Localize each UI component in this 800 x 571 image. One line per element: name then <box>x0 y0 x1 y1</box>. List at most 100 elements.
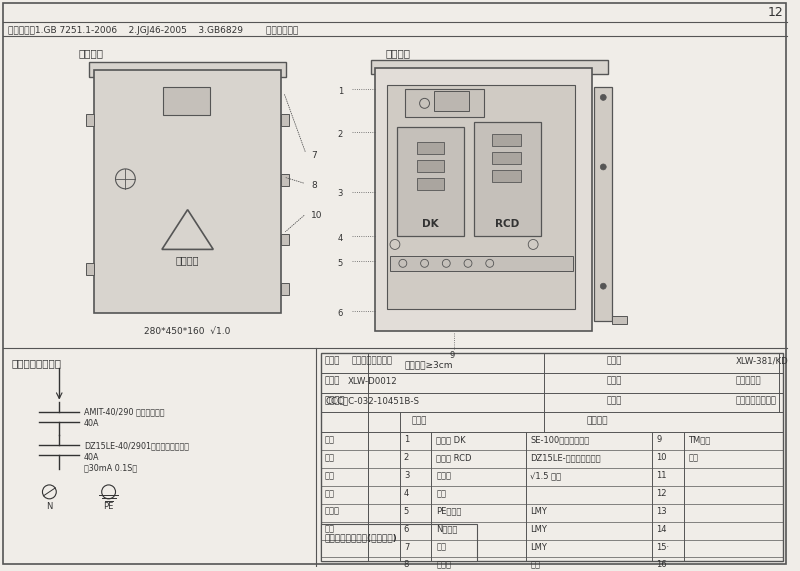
Text: 10: 10 <box>657 453 667 462</box>
Text: 序　号: 序 号 <box>412 416 427 425</box>
Text: 执行标准：1.GB 7251.1-2006    2.JGJ46-2005    3.GB6829        壳体颜色：黄: 执行标准：1.GB 7251.1-2006 2.JGJ46-2005 3.GB6… <box>8 26 298 35</box>
Text: LMY: LMY <box>530 507 547 516</box>
FancyBboxPatch shape <box>86 114 94 126</box>
Text: 日期: 日期 <box>325 525 335 534</box>
Text: 试验报告: 试验报告 <box>325 396 346 405</box>
Text: 7: 7 <box>311 151 317 160</box>
Text: N线端子: N线端子 <box>437 525 458 534</box>
Text: 图　号: 图 号 <box>325 377 340 385</box>
Circle shape <box>600 164 606 170</box>
Text: 主要配件: 主要配件 <box>586 416 608 425</box>
Text: 8: 8 <box>311 181 317 190</box>
FancyBboxPatch shape <box>492 170 522 182</box>
FancyBboxPatch shape <box>417 160 444 172</box>
FancyBboxPatch shape <box>282 174 290 186</box>
Text: 7: 7 <box>404 542 409 552</box>
Text: 压把锁: 压把锁 <box>437 560 451 569</box>
Text: 11: 11 <box>657 471 667 480</box>
Text: 3: 3 <box>338 189 343 198</box>
Text: 排耳: 排耳 <box>688 453 698 462</box>
Text: XLW-D0012: XLW-D0012 <box>347 377 397 385</box>
Text: LMY: LMY <box>530 525 547 534</box>
FancyBboxPatch shape <box>387 86 574 309</box>
Text: DZ15LE-透明系列漏电开: DZ15LE-透明系列漏电开 <box>530 453 601 462</box>
Text: 规　格: 规 格 <box>606 377 622 385</box>
Text: 防雨: 防雨 <box>530 560 540 569</box>
Text: DZ15LE-40/2901（透明漏电开关）: DZ15LE-40/2901（透明漏电开关） <box>84 441 189 450</box>
Text: 施工现场照明配电: 施工现场照明配电 <box>735 396 777 405</box>
FancyBboxPatch shape <box>417 142 444 154</box>
Text: 3: 3 <box>404 471 409 480</box>
Text: 4: 4 <box>404 489 409 498</box>
Text: 型　号: 型 号 <box>606 357 622 366</box>
FancyBboxPatch shape <box>390 256 573 271</box>
Text: 1: 1 <box>404 435 409 444</box>
Text: 15·: 15· <box>657 542 670 552</box>
FancyBboxPatch shape <box>89 62 286 77</box>
Text: 电器连接原理图：: 电器连接原理图： <box>12 357 62 368</box>
Text: 2: 2 <box>338 130 343 139</box>
FancyBboxPatch shape <box>94 70 282 313</box>
Text: 断路器 RCD: 断路器 RCD <box>437 453 472 462</box>
Text: SE-100系列透明开关: SE-100系列透明开关 <box>530 435 590 444</box>
Text: 9: 9 <box>657 435 662 444</box>
Text: 14: 14 <box>657 525 667 534</box>
FancyBboxPatch shape <box>163 87 210 115</box>
Text: 线夹: 线夹 <box>437 489 446 498</box>
Text: 制图: 制图 <box>325 453 335 462</box>
Circle shape <box>600 94 606 100</box>
Text: 6: 6 <box>404 525 409 534</box>
FancyBboxPatch shape <box>282 234 290 246</box>
Text: DK: DK <box>422 219 438 228</box>
Text: LMY: LMY <box>530 542 547 552</box>
Text: 照明开关箱: 照明开关箱 <box>735 377 761 385</box>
Circle shape <box>600 283 606 289</box>
Text: TM连接: TM连接 <box>688 435 710 444</box>
Text: （30mA 0.1S）: （30mA 0.1S） <box>84 463 137 472</box>
Text: 审核: 审核 <box>325 489 335 498</box>
Text: √1.5 折边: √1.5 折边 <box>530 471 562 480</box>
FancyBboxPatch shape <box>612 316 627 324</box>
Text: 8: 8 <box>404 560 409 569</box>
Text: 用　途: 用 途 <box>606 396 622 405</box>
Text: 9: 9 <box>450 351 454 360</box>
Text: PE线端子: PE线端子 <box>437 507 462 516</box>
Text: 断路器 DK: 断路器 DK <box>437 435 466 444</box>
Text: 10: 10 <box>311 211 322 220</box>
Text: CCC：C-032-10451B-S: CCC：C-032-10451B-S <box>326 396 419 405</box>
Text: 哈尔滨市龙瑞电气(成套设备): 哈尔滨市龙瑞电气(成套设备) <box>325 534 398 542</box>
Text: XLW-381/KD: XLW-381/KD <box>735 357 788 366</box>
Text: 元件间距≥3cm: 元件间距≥3cm <box>405 361 454 369</box>
FancyBboxPatch shape <box>321 524 477 561</box>
Text: 5: 5 <box>404 507 409 516</box>
Text: N: N <box>46 502 53 511</box>
FancyBboxPatch shape <box>86 263 94 275</box>
FancyBboxPatch shape <box>594 87 612 321</box>
Text: 设计: 设计 <box>325 435 335 444</box>
FancyBboxPatch shape <box>492 152 522 164</box>
Text: 40A: 40A <box>84 419 99 428</box>
Text: 标准化: 标准化 <box>325 507 340 516</box>
Text: 6: 6 <box>338 308 343 317</box>
FancyBboxPatch shape <box>371 59 608 74</box>
Text: 13: 13 <box>657 507 667 516</box>
Text: 有电危险: 有电危险 <box>176 255 199 266</box>
Text: 5: 5 <box>338 259 343 268</box>
FancyBboxPatch shape <box>492 134 522 146</box>
FancyBboxPatch shape <box>474 122 541 236</box>
Text: 12: 12 <box>657 489 667 498</box>
Text: 安装板: 安装板 <box>437 471 451 480</box>
Text: RCD: RCD <box>495 219 520 228</box>
Text: PE: PE <box>103 502 114 511</box>
Text: 2: 2 <box>404 453 409 462</box>
Text: 名　称: 名 称 <box>325 357 340 366</box>
Text: 16: 16 <box>657 560 667 569</box>
Text: 外型图：: 外型图： <box>79 48 104 58</box>
Text: AMIT-40/290 （透明空开）: AMIT-40/290 （透明空开） <box>84 407 165 416</box>
FancyBboxPatch shape <box>282 283 290 295</box>
FancyBboxPatch shape <box>417 178 444 190</box>
Text: 1: 1 <box>338 87 343 96</box>
FancyBboxPatch shape <box>397 127 464 236</box>
Text: 4: 4 <box>338 234 343 243</box>
FancyBboxPatch shape <box>282 114 290 126</box>
